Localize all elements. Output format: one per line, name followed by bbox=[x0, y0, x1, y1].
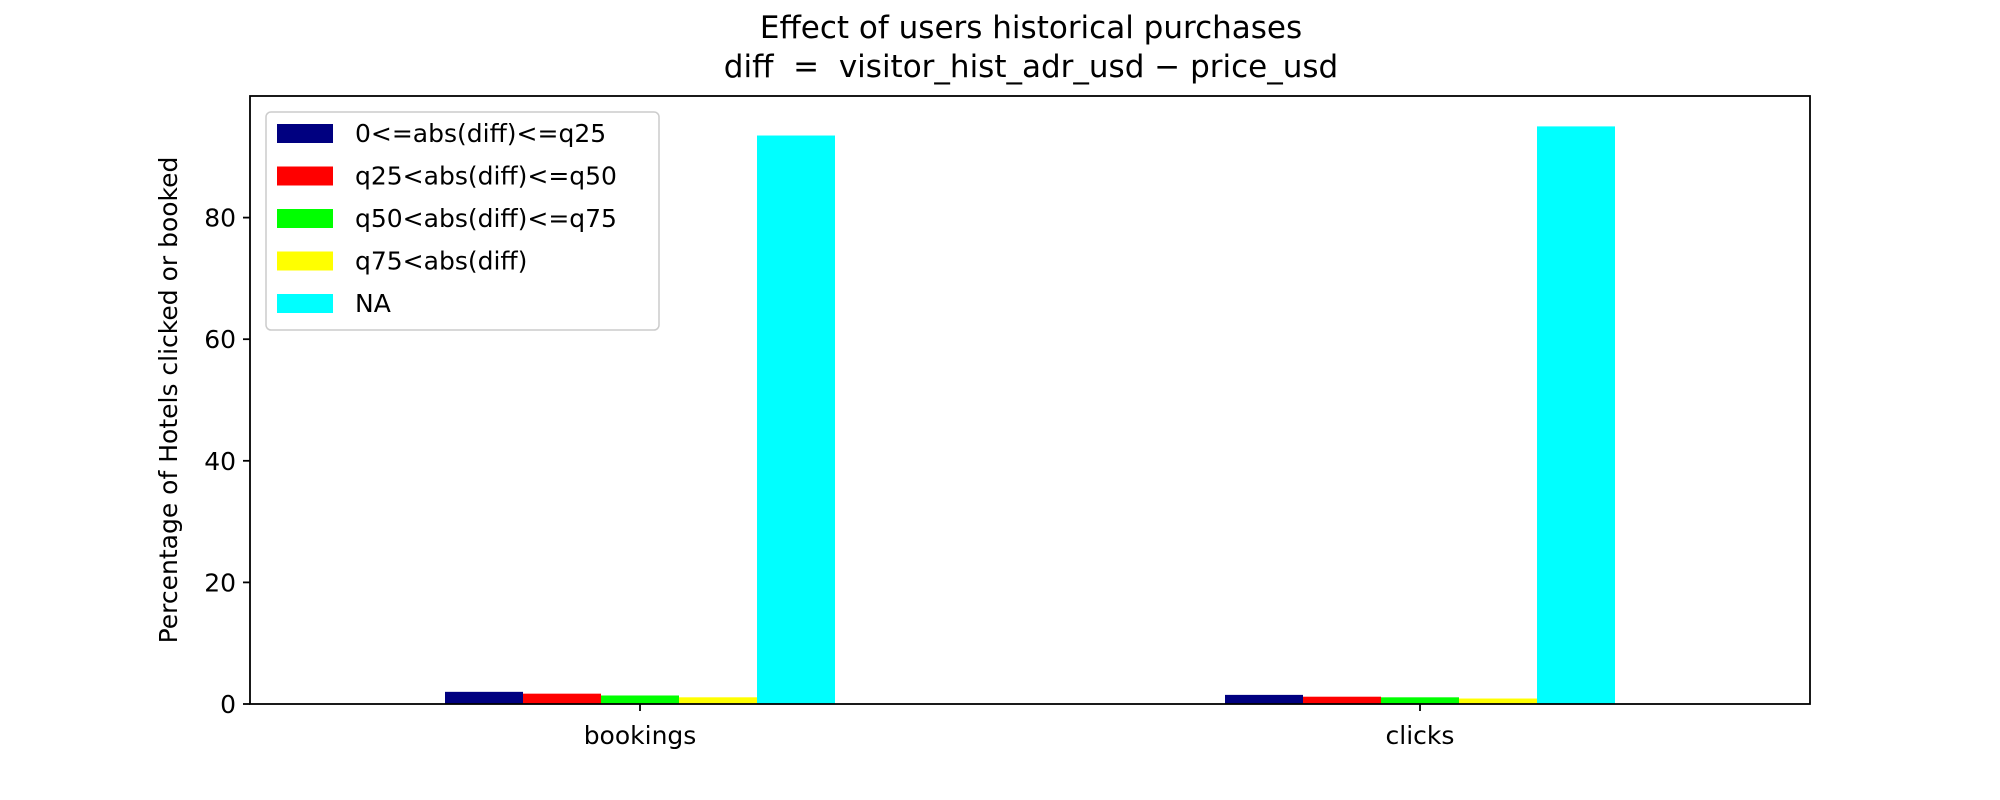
x-tick-label-bookings: bookings bbox=[584, 721, 697, 750]
legend-swatch-2 bbox=[277, 209, 333, 228]
legend: 0<=abs(diff)<=q25 q25<abs(diff)<=q50 q50<a… bbox=[265, 111, 660, 331]
legend-label-2: q50<abs(diff)<=q75 bbox=[355, 204, 617, 233]
legend-label-1: q25<abs(diff)<=q50 bbox=[355, 162, 617, 191]
bar-clicks-series-4 bbox=[1537, 126, 1615, 704]
legend-label-4: NA bbox=[355, 289, 391, 318]
bar-clicks-series-1 bbox=[1303, 696, 1381, 704]
bar-bookings-series-0 bbox=[445, 691, 523, 704]
legend-label-0: 0<=abs(diff)<=q25 bbox=[355, 119, 606, 148]
x-axis: bookings clicks bbox=[584, 704, 1455, 750]
y-axis-label: Percentage of Hotels clicked or booked bbox=[154, 157, 183, 644]
bar-bookings-series-4 bbox=[757, 135, 835, 704]
bars-layer bbox=[445, 126, 1615, 704]
y-tick-label: 20 bbox=[204, 568, 236, 597]
y-tick-label: 60 bbox=[204, 325, 236, 354]
bar-bookings-series-3 bbox=[679, 697, 757, 704]
legend-swatch-0 bbox=[277, 124, 333, 143]
y-tick-label: 0 bbox=[220, 690, 236, 719]
legend-swatch-4 bbox=[277, 294, 333, 313]
bar-bookings-series-1 bbox=[523, 693, 601, 704]
bar-bookings-series-2 bbox=[601, 695, 679, 704]
legend-frame bbox=[265, 111, 660, 331]
y-tick-label: 80 bbox=[204, 204, 236, 233]
legend-swatch-1 bbox=[277, 166, 333, 186]
bar-clicks-series-3 bbox=[1459, 698, 1537, 704]
y-tick-label: 40 bbox=[204, 447, 236, 476]
legend-label-3: q75<abs(diff) bbox=[355, 247, 527, 276]
x-tick-label-clicks: clicks bbox=[1386, 721, 1455, 750]
bar-clicks-series-0 bbox=[1225, 694, 1303, 704]
plot-frame bbox=[249, 95, 1811, 705]
y-axis: 0 20 40 60 80 bbox=[204, 204, 250, 719]
chart-title: Effect of users historical purchases bbox=[760, 10, 1302, 46]
legend-swatch-3 bbox=[277, 251, 333, 271]
bar-clicks-series-2 bbox=[1381, 697, 1459, 704]
chart-subtitle: diff = visitor_hist_adr_usd − price_usd bbox=[724, 49, 1338, 85]
